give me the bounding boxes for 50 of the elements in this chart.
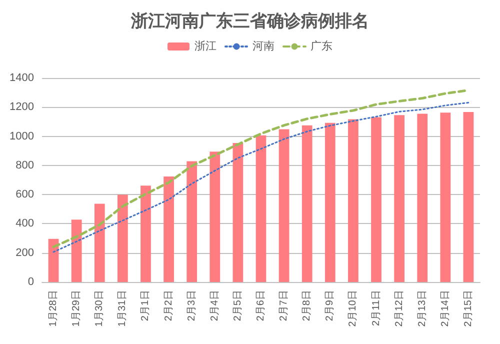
x-tick-label: 2月9日 <box>324 290 336 322</box>
bar <box>71 220 82 282</box>
bar <box>186 161 198 282</box>
x-tick-label: 1月28日 <box>48 290 60 327</box>
y-tick-label: 800 <box>16 159 34 172</box>
x-tick-label: 2月10日 <box>348 290 359 327</box>
x-tick-label: 2月8日 <box>302 290 313 322</box>
bar <box>48 238 59 282</box>
y-tick-label: 1400 <box>10 72 34 84</box>
x-tick-label: 2月1日 <box>140 290 152 322</box>
x-tick-label: 2月4日 <box>209 290 220 322</box>
legend-label: 浙江 <box>194 40 216 52</box>
bar <box>117 194 128 282</box>
bar <box>210 152 220 282</box>
x-tick-label: 2月11日 <box>370 290 382 326</box>
x-tick-label: 2月12日 <box>394 290 405 327</box>
bar <box>302 125 312 282</box>
y-tick-label: 400 <box>16 218 34 230</box>
bar <box>278 129 290 282</box>
chart-title: 浙江河南广东三省确诊病例排名 <box>130 12 369 32</box>
x-tick-label: 1月30日 <box>94 290 106 327</box>
bar <box>463 112 474 282</box>
x-tick-label: 1月31日 <box>117 290 128 327</box>
bar <box>417 114 428 282</box>
bar <box>164 176 174 282</box>
bar <box>324 122 336 282</box>
x-tick-label: 2月13日 <box>416 290 428 327</box>
legend-label: 河南 <box>252 40 274 52</box>
bar <box>232 142 244 282</box>
x-tick-label: 2月6日 <box>256 290 266 322</box>
y-tick-label: 200 <box>16 246 34 259</box>
x-tick-label: 2月5日 <box>232 290 244 322</box>
bar <box>394 115 405 282</box>
x-tick-label: 2月14日 <box>440 290 451 327</box>
x-tick-label: 1月29日 <box>71 290 82 327</box>
bar <box>256 135 266 282</box>
y-tick-label: 1200 <box>10 101 34 114</box>
bar <box>440 112 451 282</box>
y-tick-label: 0 <box>28 276 34 288</box>
y-tick-label: 600 <box>16 188 34 201</box>
y-tick-label: 1000 <box>10 130 34 142</box>
bar <box>94 204 105 282</box>
bar <box>140 186 151 282</box>
x-tick-label: 2月2日 <box>163 290 174 322</box>
bar <box>371 117 382 282</box>
x-tick-label: 2月7日 <box>278 290 290 322</box>
x-tick-label: 2月15日 <box>462 290 474 327</box>
x-tick-label: 2月3日 <box>186 290 198 322</box>
bar <box>348 119 358 282</box>
legend-label: 广东 <box>310 40 332 52</box>
